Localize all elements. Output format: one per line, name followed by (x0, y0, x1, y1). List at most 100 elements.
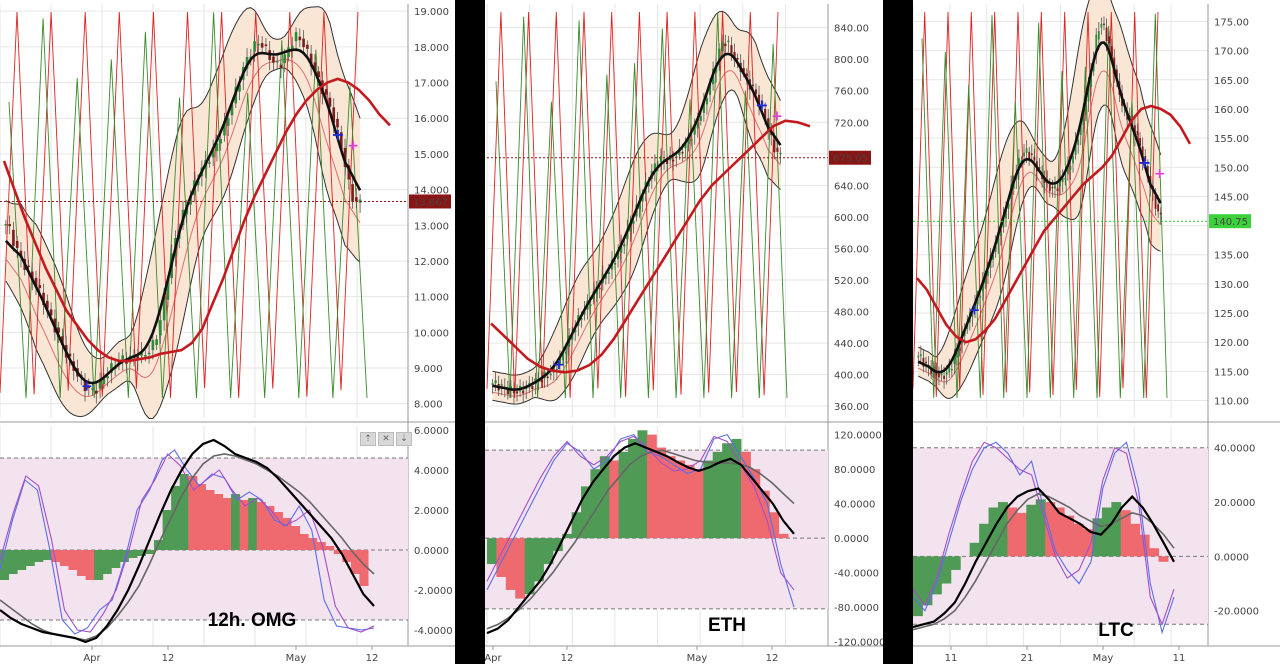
y-tick-label: 160.00 (1214, 105, 1249, 116)
histogram-bar (524, 538, 535, 595)
candle (500, 384, 503, 386)
candle (49, 309, 53, 316)
histogram-bar (0, 550, 10, 580)
histogram-bar (571, 512, 582, 539)
y-tick-label: 360.00 (834, 402, 869, 413)
candle (1051, 186, 1054, 189)
histogram-bar (969, 542, 980, 557)
osc-y-tick-label: 0.0000 (834, 534, 869, 545)
candle (87, 386, 91, 389)
histogram-bar (1054, 507, 1065, 557)
candle (211, 147, 215, 158)
candle (999, 232, 1002, 236)
buy-signal-marker: + (755, 95, 768, 114)
candle (727, 40, 730, 43)
candle (702, 99, 705, 113)
candle (940, 370, 943, 376)
candle (945, 371, 948, 375)
chart-title: LTC (1098, 620, 1134, 641)
inner-band-line (492, 70, 781, 397)
candle (730, 45, 733, 54)
histogram-bar (308, 538, 318, 550)
candle (1059, 178, 1062, 187)
buy-signal-marker: + (553, 357, 565, 373)
candle (1020, 160, 1023, 163)
moving-average-line (490, 119, 811, 374)
candle (208, 162, 211, 164)
histogram-bar (731, 438, 742, 539)
last-price-label: 675.05 (833, 154, 868, 165)
osc-y-tick-label: -4.0000 (414, 626, 453, 637)
histogram-bar (59, 550, 69, 566)
candle (917, 355, 920, 358)
candle (196, 180, 200, 186)
candle (1056, 188, 1059, 192)
toolbar-up-button[interactable]: ⇡ (360, 432, 376, 446)
candle (1025, 148, 1028, 153)
candle (994, 244, 997, 252)
histogram-bar (590, 469, 601, 539)
toolbar-down-button[interactable]: ⇣ (396, 432, 412, 446)
histogram-bar (171, 486, 181, 550)
candle (754, 89, 758, 95)
candle (230, 104, 234, 116)
histogram-bar (248, 498, 258, 550)
candle (147, 352, 151, 355)
candle (509, 386, 512, 390)
x-tick-label: 11 (945, 653, 958, 664)
histogram-bar (1149, 548, 1160, 557)
candle (687, 137, 690, 145)
histogram-bar (637, 430, 648, 539)
candle (953, 354, 956, 364)
candle (68, 353, 72, 357)
candle (531, 386, 534, 390)
histogram-bar (42, 550, 52, 560)
y-tick-label: 175.00 (1214, 17, 1249, 28)
histogram-bar (162, 510, 172, 550)
histogram-bar (543, 538, 554, 565)
candle (328, 97, 332, 107)
candle (653, 163, 656, 173)
y-tick-label: 19.000 (414, 7, 449, 18)
osc-y-tick-label: -20.0000 (1214, 607, 1259, 618)
inner-band-line (5, 58, 361, 398)
candle (764, 108, 767, 121)
candle (91, 388, 94, 390)
buy-signal-marker: + (81, 379, 93, 395)
candle (564, 351, 568, 354)
histogram-bar (1120, 510, 1131, 557)
candle (1048, 184, 1051, 192)
candle (313, 62, 317, 71)
histogram-bar (505, 538, 516, 590)
candle (659, 156, 663, 162)
candle (1028, 151, 1031, 159)
buy-signal-marker: + (331, 125, 344, 144)
osc-y-tick-label: -40.0000 (834, 569, 879, 580)
y-tick-label: 120.00 (1214, 338, 1249, 349)
osc-y-tick-label: 2.0000 (414, 506, 449, 517)
candle (745, 73, 748, 76)
toolbar-close-button[interactable]: ✕ (378, 432, 394, 446)
candle (736, 57, 739, 60)
moving-average-line (2, 77, 391, 363)
candle (742, 67, 745, 73)
candle (690, 139, 693, 141)
histogram-bar (684, 464, 695, 539)
y-tick-label: 125.00 (1214, 309, 1249, 320)
stochastic-slow-line (913, 441, 1175, 626)
candle (1079, 123, 1082, 136)
histogram-bar (25, 550, 35, 566)
candle (253, 41, 256, 52)
candle (984, 276, 987, 284)
y-tick-label: 400.00 (834, 371, 869, 382)
histogram-bar (111, 550, 121, 568)
histogram-bar (1111, 502, 1122, 557)
x-tick-label: Apr (83, 653, 101, 664)
x-tick-label: 12 (366, 653, 379, 664)
candle (620, 242, 623, 254)
histogram-bar (359, 550, 369, 586)
histogram-bar (675, 460, 686, 539)
candle (61, 336, 64, 345)
histogram-bar (665, 456, 676, 539)
candle (666, 159, 669, 165)
